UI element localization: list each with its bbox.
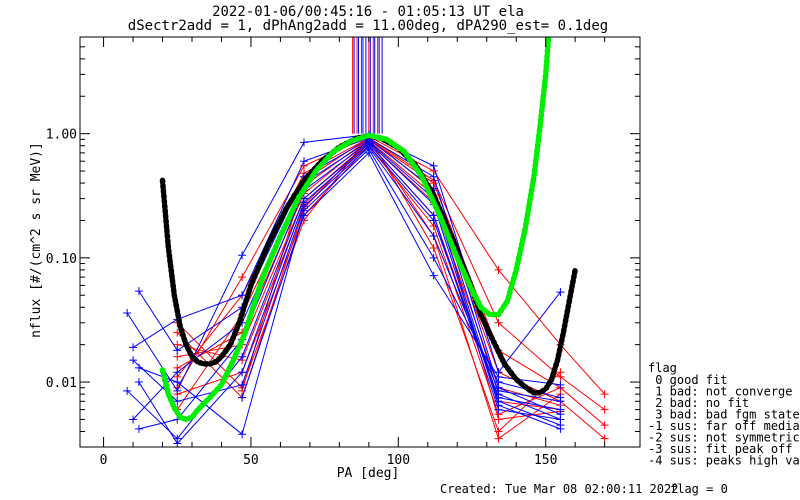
- data-point-blue: [129, 356, 138, 365]
- legend-entry: 3 bad: bad fgm state: [648, 408, 800, 422]
- data-point-blue: [238, 393, 247, 402]
- x-tick-label: 100: [387, 453, 410, 468]
- data-point-red: [238, 273, 247, 282]
- data-point-blue: [134, 363, 143, 372]
- series-line-blue: [138, 148, 561, 436]
- data-point-blue: [556, 393, 565, 402]
- data-point-blue: [238, 291, 247, 300]
- data-point-blue: [134, 378, 143, 387]
- series-line-blue: [138, 144, 561, 445]
- data-point-blue: [429, 271, 438, 280]
- legend: flag 0 good fit 1 bad: not converge 2 ba…: [648, 361, 800, 468]
- data-point-blue: [134, 287, 143, 296]
- data-point-blue: [129, 415, 138, 424]
- data-point-blue: [173, 397, 182, 406]
- data-point-red: [600, 434, 609, 443]
- data-point-red: [494, 318, 503, 327]
- y-tick-label: 1.00: [46, 128, 77, 143]
- x-tick-label: 0: [100, 453, 108, 468]
- data-point-blue: [300, 157, 308, 166]
- legend-entry: -3 sus: fit peak off 90: [648, 442, 800, 456]
- data-point-blue: [556, 415, 565, 424]
- legend-entry: -1 sus: far off median: [648, 419, 800, 433]
- fit-curve-green: [159, 37, 552, 423]
- data-point-blue: [364, 148, 373, 157]
- series-line-blue: [126, 143, 561, 440]
- data-point-blue: [556, 405, 565, 414]
- data-point-blue: [238, 380, 247, 389]
- data-point-blue: [123, 308, 132, 317]
- data-point-blue: [429, 161, 438, 170]
- legend-title: flag: [648, 361, 677, 375]
- legend-entry: 1 bad: not converge: [648, 385, 793, 399]
- data-point-blue: [300, 211, 308, 220]
- data-point-blue: [429, 216, 438, 225]
- data-point-blue: [123, 386, 132, 395]
- data-point-blue: [429, 172, 438, 181]
- data-point-blue: [173, 439, 182, 447]
- x-axis-label: PA [deg]: [337, 466, 400, 481]
- data-point-red: [494, 265, 503, 274]
- footer-flag: flag = 0: [670, 482, 728, 496]
- data-point-blue: [494, 393, 503, 402]
- data-point-blue: [173, 346, 182, 355]
- data-point-red: [494, 415, 503, 424]
- chart-title: 2022-01-06/00:45:16 - 01:05:13 UT ela: [212, 4, 524, 20]
- legend-entry: 2 bad: no fit: [648, 396, 749, 410]
- series-line-blue: [138, 141, 561, 430]
- data-point-blue: [556, 380, 565, 389]
- data-point-blue: [429, 253, 438, 262]
- data-point-blue: [494, 405, 503, 414]
- data-point-red: [494, 434, 503, 443]
- series-line-blue: [126, 134, 561, 392]
- data-point-blue: [300, 138, 308, 147]
- legend-entry: -2 sus: not symmetric: [648, 431, 800, 445]
- y-axis-label: nflux [#/(cm^2 s sr MeV)]: [29, 142, 44, 338]
- data-point-red: [600, 421, 609, 430]
- x-tick-label: 150: [534, 453, 557, 468]
- data-point-red: [429, 244, 438, 253]
- data-point-blue: [556, 424, 565, 433]
- data-point-red: [600, 405, 609, 414]
- footer-created: Created: Tue Mar 08 02:00:11 2022: [440, 482, 678, 496]
- chart-subtitle: dSectr2add = 1, dPhAng2add = 11.00deg, d…: [128, 18, 608, 34]
- data-point-blue: [238, 251, 247, 260]
- legend-entry: -4 sus: peaks high var: [648, 454, 800, 468]
- data-point-blue: [494, 386, 503, 395]
- data-point-red: [600, 390, 609, 399]
- data-point-blue: [173, 378, 182, 387]
- data-point-blue: [238, 352, 247, 361]
- data-point-blue: [129, 343, 138, 352]
- series-line-blue: [132, 146, 561, 402]
- data-point-blue: [238, 430, 247, 439]
- plot-frame: [79, 36, 641, 448]
- data-point-blue: [173, 368, 182, 377]
- data-point-blue: [173, 386, 182, 395]
- legend-entry: 0 good fit: [648, 373, 727, 387]
- data-point-blue: [494, 372, 503, 381]
- data-point-red: [556, 368, 565, 377]
- plot-marks: [123, 37, 609, 447]
- data-point-blue: [556, 288, 565, 297]
- data-point-blue: [429, 231, 438, 240]
- data-point-blue: [134, 424, 143, 433]
- data-point-blue: [238, 368, 247, 377]
- axes: 0 50 100 150 0.01 0.10 1.00: [46, 36, 640, 468]
- y-tick-label: 0.01: [46, 376, 77, 391]
- y-tick-label: 0.10: [46, 252, 77, 267]
- x-tick-label: 50: [243, 453, 259, 468]
- series-line-blue: [241, 152, 561, 398]
